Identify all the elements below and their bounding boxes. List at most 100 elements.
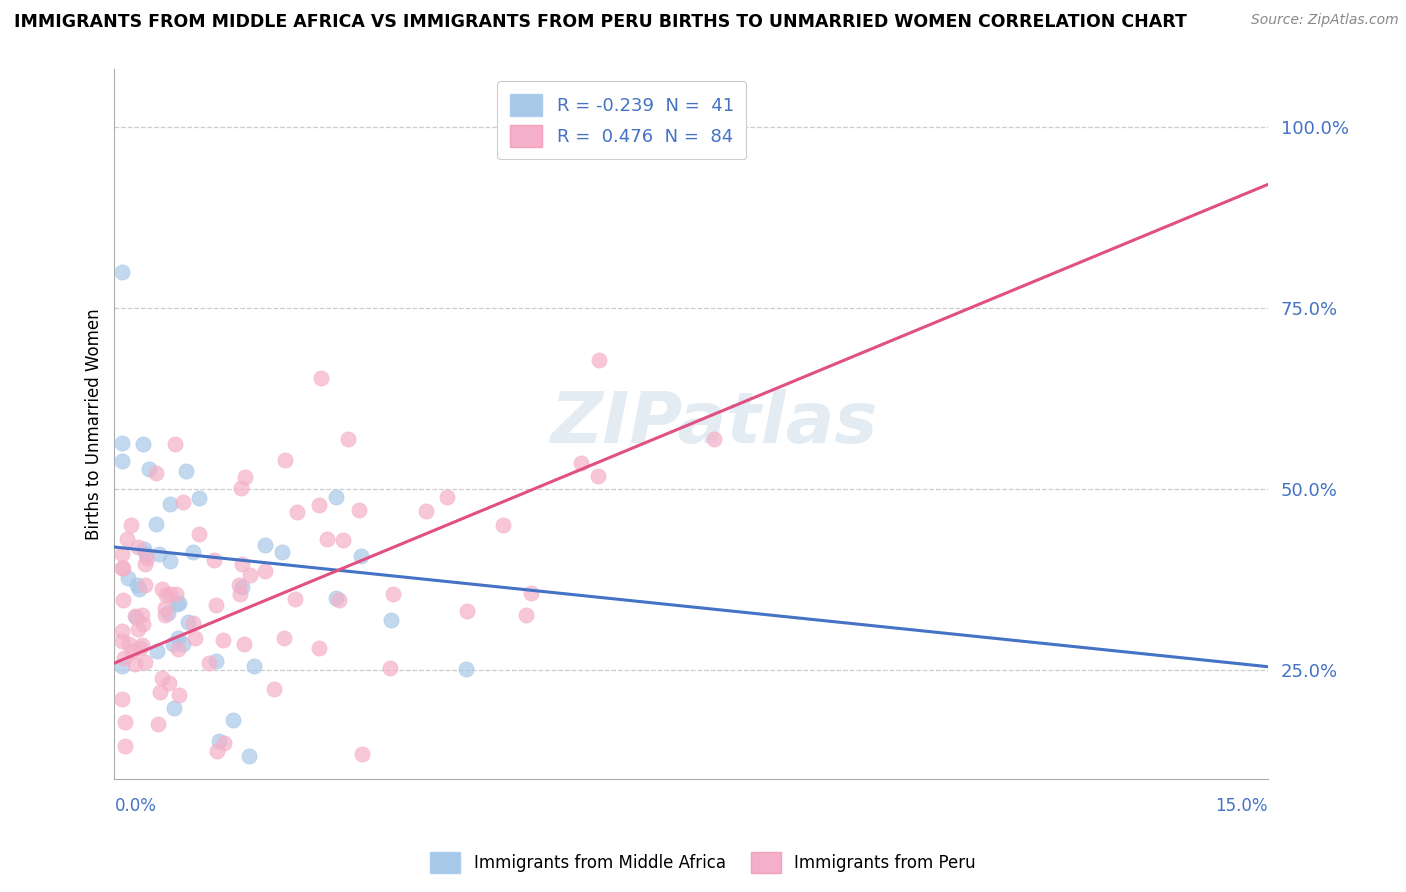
Point [337,433,360,447]
Point [117,637,139,651]
Point [159,554,181,568]
Point [165,437,187,451]
Point [111,454,134,468]
Point [148,717,170,731]
Point [177,615,200,629]
Point [181,545,204,559]
Point [284,592,307,607]
Point [134,557,156,571]
Point [127,540,149,554]
Point [146,644,169,658]
Point [208,733,231,747]
Point [350,747,373,762]
Point [181,616,204,631]
Point [134,655,156,669]
Point [111,264,134,278]
Point [229,587,252,601]
Point [129,640,152,655]
Legend: Immigrants from Middle Africa, Immigrants from Peru: Immigrants from Middle Africa, Immigrant… [423,846,983,880]
Point [111,658,134,673]
Point [271,545,294,559]
Point [188,491,211,505]
Y-axis label: Births to Unmarried Women: Births to Unmarried Women [86,308,103,540]
Point [174,464,197,478]
Point [163,701,186,715]
Point [124,610,146,624]
Legend: R = -0.239  N =  41, R =  0.476  N =  84: R = -0.239 N = 41, R = 0.476 N = 84 [498,81,747,160]
Point [131,616,153,631]
Point [231,580,253,594]
Point [378,661,401,675]
Point [207,744,229,758]
Point [198,656,221,670]
Point [491,517,513,532]
Point [111,436,134,450]
Point [350,549,373,564]
Point [111,633,134,648]
Point [132,436,155,450]
Point [153,607,176,622]
Text: Source: ZipAtlas.com: Source: ZipAtlas.com [1251,13,1399,28]
Point [415,504,437,518]
Point [112,650,135,665]
Point [285,505,308,519]
Point [128,582,150,596]
Point [274,453,297,467]
Point [205,598,228,612]
Point [149,685,172,699]
Point [131,638,153,652]
Point [231,557,253,571]
Point [145,517,167,532]
Point [238,749,260,764]
Point [703,432,725,446]
Point [111,593,134,607]
Point [138,461,160,475]
Point [520,586,543,600]
Point [586,469,609,483]
Point [167,597,190,611]
Point [325,490,347,504]
Point [187,527,209,541]
Point [150,582,173,596]
Point [166,642,188,657]
Point [115,533,138,547]
Point [436,490,458,504]
Point [162,636,184,650]
Point [155,588,177,602]
Point [347,503,370,517]
Point [148,547,170,561]
Point [456,604,478,618]
Point [569,456,592,470]
Point [316,533,339,547]
Point [380,613,402,627]
Point [332,533,354,547]
Point [125,578,148,592]
Point [114,739,136,753]
Point [120,518,142,533]
Point [228,577,250,591]
Point [588,353,610,368]
Point [112,561,135,575]
Point [232,637,254,651]
Point [157,676,180,690]
Point [308,641,330,656]
Text: 0.0%: 0.0% [114,797,156,815]
Point [153,601,176,615]
Point [238,567,260,582]
Text: ZIPatlas: ZIPatlas [550,389,877,458]
Point [253,564,276,578]
Point [159,586,181,600]
Point [167,631,190,645]
Point [127,622,149,636]
Point [235,470,257,484]
Point [150,671,173,685]
Point [172,637,194,651]
Point [243,658,266,673]
Point [328,592,350,607]
Point [134,541,156,556]
Text: 15.0%: 15.0% [1215,797,1268,815]
Point [308,498,330,512]
Point [169,688,191,702]
Point [156,606,179,620]
Point [134,578,156,592]
